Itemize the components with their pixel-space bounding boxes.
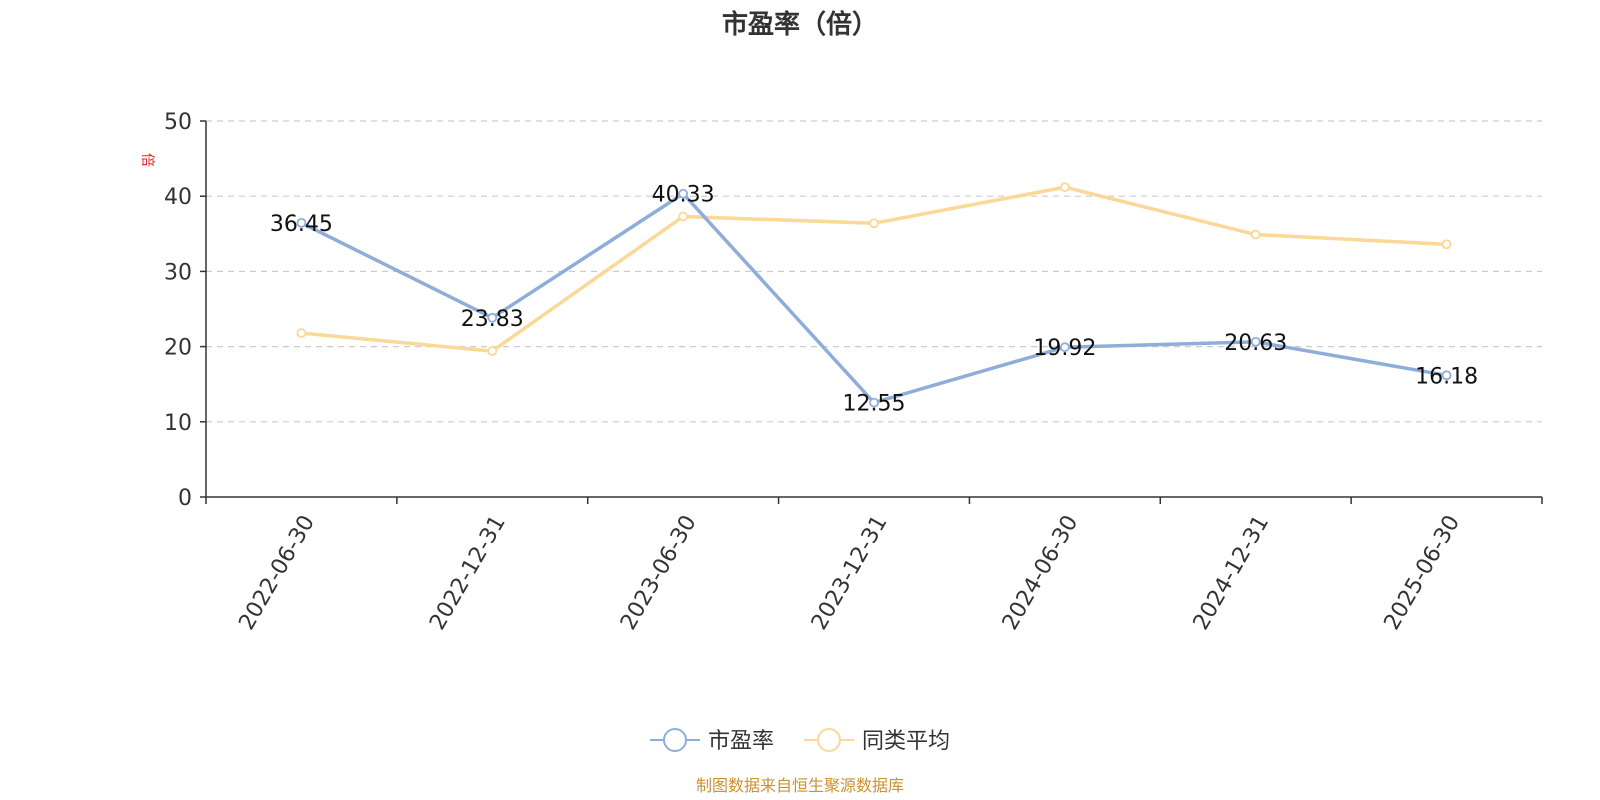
x-tick-label: 2025-06-30 <box>1380 511 1466 634</box>
data-point <box>869 218 879 229</box>
data-point <box>1441 370 1452 381</box>
data-point <box>487 346 498 357</box>
y-tick-label: 30 <box>164 260 192 285</box>
x-tick-label: 2023-12-31 <box>807 511 893 634</box>
x-tick-label: 2023-06-30 <box>616 511 702 634</box>
grid-lines <box>206 120 1542 423</box>
data-point <box>296 217 307 228</box>
data-point <box>1250 336 1261 347</box>
data-point <box>1250 229 1261 240</box>
x-tick-label: 2022-12-31 <box>425 511 511 634</box>
data-label: 19.92 <box>1033 336 1096 361</box>
data-label: 12.55 <box>843 392 906 417</box>
legend-swatch-marker <box>663 728 687 752</box>
y-tick-label: 0 <box>178 486 192 511</box>
data-label: 20.63 <box>1224 331 1287 356</box>
legend-label: 市盈率 <box>708 729 774 754</box>
y-tick-label: 40 <box>164 185 192 210</box>
data-point <box>296 328 307 338</box>
data-point <box>487 312 498 323</box>
chart-title: 市盈率（倍） <box>722 9 878 40</box>
series-lines <box>296 182 1452 408</box>
data-point <box>678 188 689 199</box>
x-tick-label: 2024-12-31 <box>1189 511 1275 634</box>
axes: 0 10 20 30 40 50 2022-06-30 2022-12-31 2023-06-3… <box>164 110 1543 634</box>
data-label: 23.83 <box>461 307 524 332</box>
x-tick-label: 2024-06-30 <box>998 511 1084 634</box>
data-label: 40.33 <box>652 183 715 208</box>
x-tick-label: 2022-06-30 <box>234 511 320 634</box>
data-point <box>1059 182 1070 193</box>
data-label: 16.18 <box>1415 364 1478 389</box>
legend-label: 同类平均 <box>862 729 950 754</box>
y-axis-unit-label: 倍 <box>139 153 155 167</box>
legend[interactable]: 市盈率 同类平均 <box>650 728 950 754</box>
y-tick-label: 10 <box>164 411 192 436</box>
data-label: 36.45 <box>270 212 333 237</box>
data-labels: 36.45 23.83 40.33 12.55 19.92 20.63 16.18 <box>270 183 1478 417</box>
y-tick-label: 20 <box>164 336 192 361</box>
data-point <box>1059 342 1070 353</box>
legend-swatch-marker <box>817 728 841 752</box>
source-note: 制图数据来自恒生聚源数据库 <box>696 776 904 795</box>
y-tick-label: 50 <box>164 110 192 135</box>
data-point <box>869 397 879 408</box>
data-point <box>1441 239 1452 250</box>
data-point <box>678 211 689 222</box>
